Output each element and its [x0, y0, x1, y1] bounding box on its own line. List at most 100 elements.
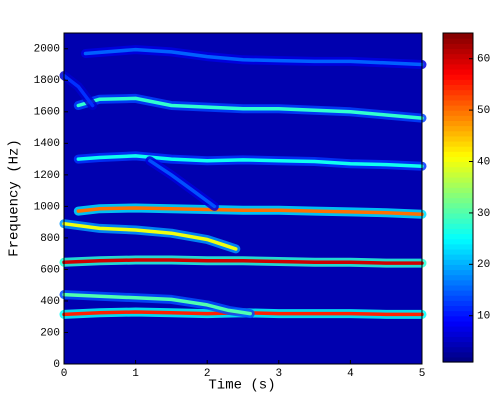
- colorbar-cell: [443, 182, 473, 188]
- colorbar-cell: [443, 300, 473, 307]
- y-tick-label: 200: [40, 327, 60, 339]
- colorbar-cell: [443, 197, 473, 204]
- colorbar-cell: [443, 254, 473, 260]
- y-tick-label: 1400: [34, 138, 60, 150]
- colorbar-cell: [443, 331, 473, 337]
- colorbar-cell: [443, 89, 473, 96]
- colorbar-cell: [443, 238, 473, 245]
- colorbar-cell: [443, 315, 473, 322]
- y-tick-label: 2000: [34, 44, 60, 56]
- colorbar-cell: [443, 192, 473, 199]
- colorbar-cell: [443, 166, 473, 173]
- colorbar-cell: [443, 146, 473, 152]
- y-tick-label: 600: [40, 264, 60, 276]
- track: [62, 292, 252, 316]
- colorbar-frame: [442, 32, 474, 363]
- colorbar-cell: [443, 74, 473, 80]
- colorbar-tick-label: 30: [477, 208, 490, 220]
- colorbar-cell: [443, 212, 473, 219]
- colorbar-cell: [443, 187, 473, 193]
- y-tick-label: 800: [40, 233, 60, 245]
- colorbar-cell: [443, 341, 473, 348]
- colorbar-cell: [443, 274, 473, 281]
- x-tick-label: 0: [61, 368, 68, 380]
- colorbar-cell: [443, 156, 473, 163]
- colorbar-cell: [443, 243, 473, 250]
- colorbar-tick-label: 10: [477, 311, 490, 323]
- colorbar-cell: [443, 130, 473, 137]
- colorbar-cell: [443, 140, 473, 147]
- colorbar-cell: [443, 104, 473, 111]
- colorbar-cell: [443, 248, 473, 255]
- y-tick-label: 400: [40, 296, 60, 308]
- track: [62, 258, 424, 265]
- colorbar-cell: [443, 94, 473, 101]
- colorbar-cell: [443, 290, 473, 296]
- y-tick-label: 0: [53, 359, 60, 371]
- x-tick-label: 5: [419, 368, 426, 380]
- x-tick-label: 4: [347, 368, 354, 380]
- track: [76, 96, 424, 120]
- colorbar-cell: [443, 48, 473, 55]
- colorbar-cell: [443, 346, 473, 353]
- y-axis-label: Frequency (Hz): [7, 139, 23, 257]
- colorbar-cell: [443, 326, 473, 332]
- colorbar-cell: [443, 223, 473, 229]
- colorbar-cell: [443, 176, 473, 183]
- colorbar-cell: [443, 295, 473, 301]
- colorbar-cell: [443, 161, 473, 168]
- colorbar-cell: [443, 259, 473, 265]
- x-tick-label: 3: [275, 368, 282, 380]
- colorbar-cell: [443, 218, 473, 224]
- colorbar-cell: [443, 305, 473, 312]
- x-tick-label: 2: [204, 368, 211, 380]
- colorbar-cell: [443, 284, 473, 291]
- track: [62, 73, 95, 108]
- x-axis-label: Time (s): [208, 378, 275, 394]
- colorbar-cell: [443, 120, 473, 127]
- colorbar-cell: [443, 38, 473, 44]
- colorbar-cell: [443, 171, 473, 178]
- colorbar-cell: [443, 43, 473, 50]
- y-tick-label: 1200: [34, 170, 60, 182]
- colorbar-cell: [443, 356, 473, 363]
- colorbar-cell: [443, 151, 473, 157]
- colorbar-cell: [443, 115, 473, 121]
- colorbar-tick-label: 40: [477, 156, 490, 168]
- colorbar-tick-label: 20: [477, 259, 490, 271]
- plot-frame: [63, 32, 423, 365]
- colorbar-cell: [443, 53, 473, 60]
- track: [62, 221, 238, 251]
- y-tick-label: 1000: [34, 201, 60, 213]
- colorbar-cell: [443, 269, 473, 276]
- track: [148, 158, 217, 209]
- colorbar-cell: [443, 84, 473, 91]
- colorbar-cell: [443, 33, 473, 39]
- colorbar-cell: [443, 233, 473, 240]
- y-tick-label: 1600: [34, 107, 60, 119]
- colorbar-cell: [443, 320, 473, 327]
- x-tick-label: 1: [132, 368, 139, 380]
- colorbar-cell: [443, 99, 473, 106]
- colorbar-cell: [443, 264, 473, 271]
- colorbar-cell: [443, 110, 473, 116]
- colorbar-cell: [443, 279, 473, 286]
- colorbar-tick-label: 50: [477, 105, 490, 117]
- track: [76, 206, 424, 217]
- track: [83, 47, 424, 67]
- colorbar-cell: [443, 63, 473, 70]
- colorbar-cell: [443, 207, 473, 214]
- colorbar-cell: [443, 58, 473, 65]
- colorbar-cell: [443, 125, 473, 132]
- colorbar-cell: [443, 79, 473, 86]
- track: [76, 154, 424, 168]
- colorbar-cell: [443, 68, 473, 75]
- colorbar-cell: [443, 202, 473, 209]
- colorbar-cell: [443, 336, 473, 343]
- colorbar-tick-label: 60: [477, 54, 490, 66]
- colorbar-cell: [443, 351, 473, 358]
- colorbar-cell: [443, 135, 473, 142]
- colorbar-cell: [443, 310, 473, 317]
